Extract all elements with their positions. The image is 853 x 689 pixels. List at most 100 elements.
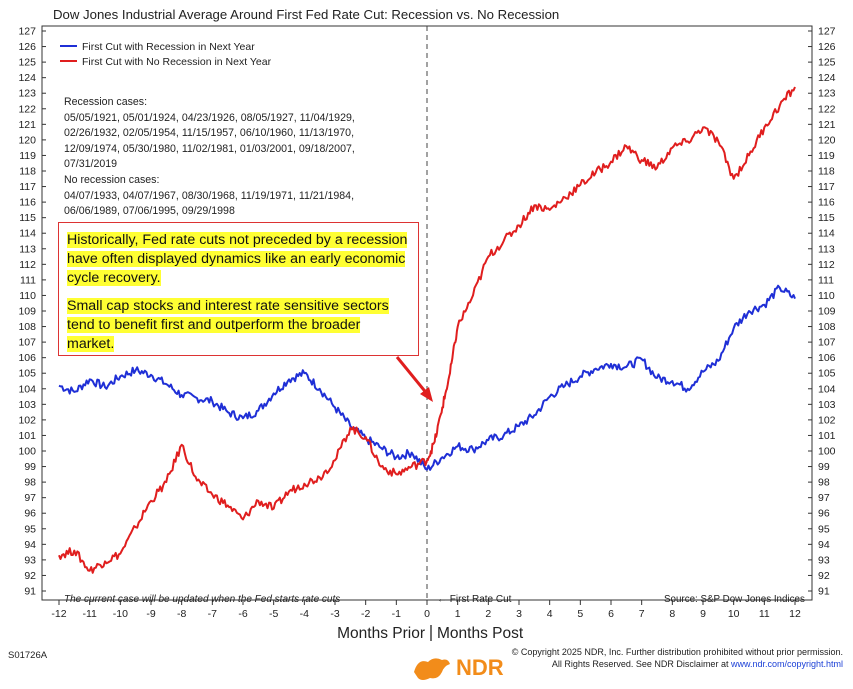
series-line-recession xyxy=(58,284,796,471)
y-tick-label: 111 xyxy=(20,274,36,286)
x-tick-label: 12 xyxy=(789,608,801,620)
y-tick-label: 102 xyxy=(818,414,836,426)
y-tick-label: 124 xyxy=(18,72,36,84)
x-tick-label: -4 xyxy=(300,608,309,620)
y-tick-label: 92 xyxy=(818,570,830,582)
copyright-link[interactable]: www.ndr.com/copyright.html xyxy=(730,659,843,669)
y-tick-label: 94 xyxy=(24,539,36,551)
y-tick-label: 107 xyxy=(18,337,36,349)
y-tick-label: 106 xyxy=(818,352,836,364)
y-tick-label: 126 xyxy=(818,41,836,53)
y-tick-label: 91 xyxy=(818,586,830,598)
x-tick-label: -3 xyxy=(330,608,339,620)
recession-cases-title: Recession cases: xyxy=(64,96,148,108)
y-tick-label: 104 xyxy=(818,383,836,395)
y-tick-label: 119 xyxy=(19,150,36,162)
y-tick-label: 98 xyxy=(818,477,830,489)
y-tick-label: 105 xyxy=(818,368,836,380)
x-label-months-prior: Months Prior xyxy=(337,625,425,642)
x-tick-label: -1 xyxy=(392,608,401,620)
y-tick-label: 96 xyxy=(24,508,36,520)
legend-label-recession: First Cut with Recession in Next Year xyxy=(82,41,255,53)
x-tick-label: -10 xyxy=(113,608,128,620)
copyright-notice: © Copyright 2025 NDR, Inc. Further distr… xyxy=(512,646,843,670)
y-tick-label: 103 xyxy=(18,399,36,411)
x-tick-label: -2 xyxy=(361,608,370,620)
callout-line: Small cap stocks and interest rate sensi… xyxy=(67,298,389,314)
x-tick-label: 9 xyxy=(700,608,706,620)
recession-case-line: 05/05/1921, 05/01/1924, 04/23/1926, 08/0… xyxy=(64,111,355,124)
y-tick-label: 112 xyxy=(818,259,835,271)
legend-label-no-recession: First Cut with No Recession in Next Year xyxy=(82,56,272,68)
y-tick-label: 115 xyxy=(818,212,835,224)
no-recession-cases-title: No recession cases: xyxy=(64,173,160,186)
y-tick-label: 91 xyxy=(24,586,36,598)
y-tick-label: 103 xyxy=(818,399,836,411)
y-tick-label: 118 xyxy=(818,166,835,178)
x-axis: -12 -11 -10 -9 -8 -7 -6 -5 -4 -3 -2 -1 0 1 2 3 4 5 6 7 8 9 10 1… xyxy=(51,600,801,620)
copyright-line-2: All Rights Reserved. See NDR Disclaimer … xyxy=(512,658,843,670)
series-line-no-recession xyxy=(58,86,796,574)
y-tick-label: 127 xyxy=(818,26,836,38)
y-tick-label: 92 xyxy=(24,570,36,582)
y-tick-label: 93 xyxy=(818,554,830,566)
callout-paragraph-2: Small cap stocks and interest rate sensi… xyxy=(67,297,389,354)
source-note: Source: S&P Dow Jones Indices xyxy=(664,594,805,605)
y-tick-label: 95 xyxy=(24,523,36,535)
y-tick-label: 113 xyxy=(19,243,36,255)
y-tick-label: 126 xyxy=(18,41,36,53)
y-tick-label: 118 xyxy=(19,166,36,178)
y-tick-label: 111 xyxy=(818,274,834,286)
y-tick-label: 123 xyxy=(818,88,836,100)
y-tick-label: 120 xyxy=(818,134,836,146)
y-tick-label: 99 xyxy=(818,461,830,473)
ndr-logo: NDR xyxy=(456,655,504,680)
callout-line: cycle recovery. xyxy=(67,270,161,286)
x-tick-label: 2 xyxy=(485,608,491,620)
y-tick-label: 116 xyxy=(818,197,835,209)
y-tick-label: 121 xyxy=(818,119,836,131)
callout-line: tend to benefit first and outperform the… xyxy=(67,317,361,333)
no-recession-case-line: 06/06/1989, 07/06/1995, 09/29/1998 xyxy=(64,205,235,218)
y-tick-label: 107 xyxy=(818,337,836,349)
y-tick-label: 97 xyxy=(24,492,36,504)
copyright-line-1: © Copyright 2025 NDR, Inc. Further distr… xyxy=(511,647,843,657)
callout-arrow xyxy=(395,356,430,396)
y-axis-left: 91 92 93 94 95 96 97 98 99 100 101 102 103 104 105 106 1… xyxy=(18,26,46,598)
callout-line: Historically, Fed rate cuts not preceded… xyxy=(67,232,408,248)
first-cut-label: ← First Rate Cut xyxy=(437,594,512,605)
callout-line: market. xyxy=(67,336,115,352)
y-tick-label: 93 xyxy=(24,554,36,566)
y-tick-label: 97 xyxy=(818,492,830,504)
y-tick-label: 127 xyxy=(18,26,36,38)
y-tick-label: 112 xyxy=(19,259,36,271)
x-tick-label: -11 xyxy=(82,608,97,620)
y-tick-label: 106 xyxy=(18,352,36,364)
y-tick-label: 110 xyxy=(19,290,36,302)
recession-case-line: 02/26/1932, 02/05/1954, 11/15/1957, 06/1… xyxy=(64,127,355,140)
y-tick-label: 100 xyxy=(818,446,836,458)
no-recession-case-line: 04/07/1933, 04/07/1967, 08/30/1968, 11/1… xyxy=(64,189,355,202)
y-tick-label: 109 xyxy=(818,306,836,318)
y-tick-label: 122 xyxy=(18,103,36,115)
bull-logo-icon xyxy=(414,658,450,680)
y-axis-right: 91 92 93 94 95 96 97 98 99 100 101 102 103 104 105 106 1… xyxy=(808,26,836,598)
y-tick-label: 100 xyxy=(18,446,36,458)
x-tick-label: -9 xyxy=(146,608,155,620)
x-tick-label: 7 xyxy=(639,608,645,620)
recession-case-line: 07/31/2019 xyxy=(64,158,118,171)
y-tick-label: 116 xyxy=(19,197,36,209)
y-tick-label: 108 xyxy=(818,321,836,333)
y-tick-label: 121 xyxy=(18,119,36,131)
x-tick-label: -5 xyxy=(269,608,278,620)
callout-paragraph-1: Historically, Fed rate cuts not preceded… xyxy=(67,231,408,288)
y-tick-label: 113 xyxy=(818,243,835,255)
y-tick-label: 125 xyxy=(818,57,836,69)
y-tick-label: 96 xyxy=(818,508,830,520)
x-tick-label: -6 xyxy=(238,608,247,620)
x-tick-label: 8 xyxy=(669,608,675,620)
y-tick-label: 102 xyxy=(18,414,36,426)
y-tick-label: 114 xyxy=(19,228,36,240)
y-tick-label: 119 xyxy=(818,150,835,162)
x-tick-label: -7 xyxy=(208,608,217,620)
